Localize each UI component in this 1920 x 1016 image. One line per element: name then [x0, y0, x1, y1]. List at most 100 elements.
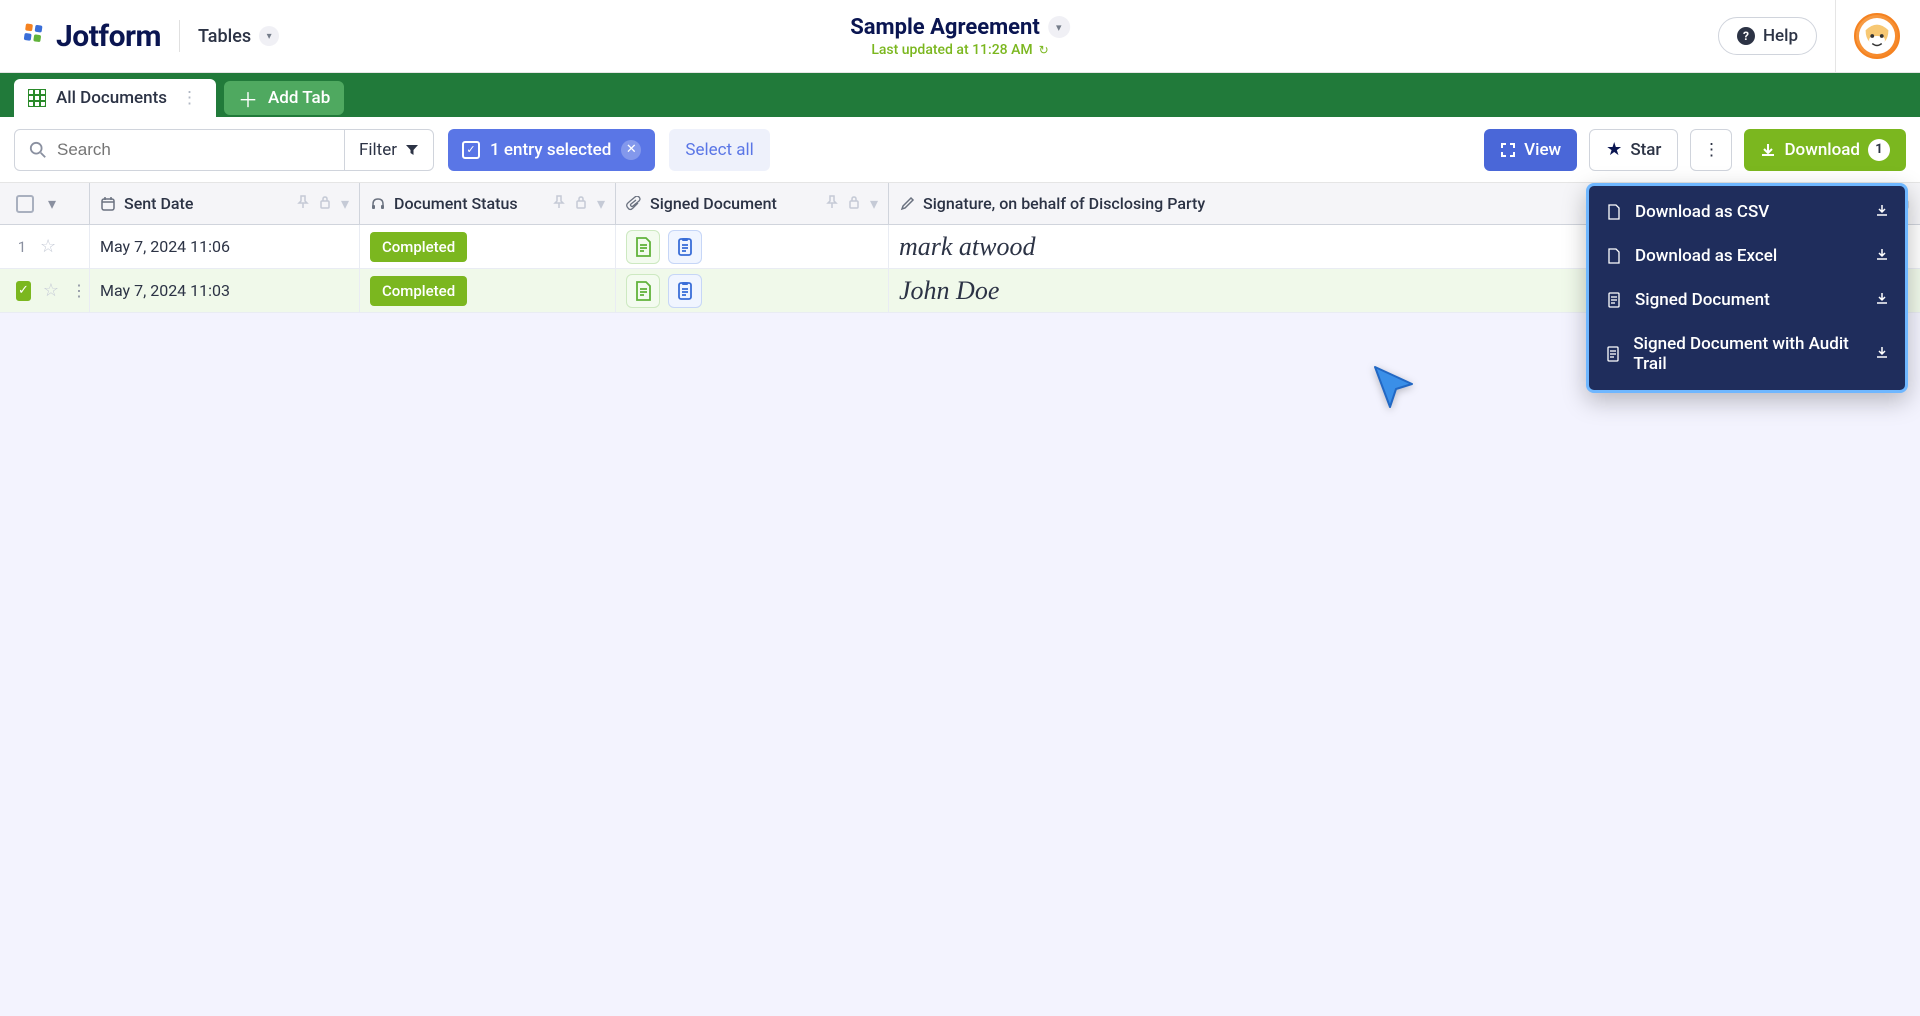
- tables-dropdown[interactable]: Tables ▾: [198, 26, 279, 47]
- chevron-down-icon[interactable]: ▾: [597, 194, 605, 213]
- cell-status[interactable]: Completed: [360, 225, 616, 268]
- column-label: Sent Date: [124, 194, 193, 213]
- tab-label: All Documents: [56, 88, 167, 108]
- dropdown-label: Download as CSV: [1635, 202, 1769, 222]
- row-leading: ✓ ☆ ⋮: [0, 269, 90, 312]
- document-icon: [1605, 292, 1623, 308]
- pen-icon: [899, 196, 915, 212]
- help-button[interactable]: ? Help: [1718, 17, 1817, 55]
- select-all-checkbox[interactable]: [16, 195, 34, 213]
- cursor-pointer-icon: [1370, 362, 1420, 416]
- document-icon: [1605, 346, 1621, 362]
- clear-selection-button[interactable]: ✕: [621, 140, 641, 160]
- tab-options-icon[interactable]: ⋮: [177, 88, 202, 108]
- star-icon: ★: [1606, 139, 1622, 160]
- cell-status[interactable]: Completed: [360, 269, 616, 312]
- chevron-down-icon[interactable]: ▾: [48, 194, 56, 213]
- app-header: Jotform Tables ▾ Sample Agreement ▾ Last…: [0, 0, 1920, 73]
- document-blue-icon[interactable]: [668, 274, 702, 308]
- user-avatar[interactable]: [1854, 13, 1900, 59]
- download-icon: [1760, 142, 1776, 158]
- excel-file-icon: [1605, 248, 1623, 264]
- download-icon: [1875, 202, 1889, 222]
- document-green-icon[interactable]: [626, 230, 660, 264]
- chevron-down-icon[interactable]: ▾: [341, 194, 349, 213]
- title-dropdown-button[interactable]: ▾: [1048, 16, 1070, 38]
- dropdown-item-signed-doc-audit[interactable]: Signed Document with Audit Trail: [1589, 322, 1905, 386]
- column-header-sent-date[interactable]: Sent Date ▾: [90, 183, 360, 224]
- more-actions-button[interactable]: ⋮: [1690, 129, 1732, 171]
- brand-logo[interactable]: Jotform: [20, 19, 161, 54]
- cell-signed-doc[interactable]: [616, 269, 889, 312]
- dropdown-label: Download as Excel: [1635, 246, 1777, 266]
- cell-signed-doc[interactable]: [616, 225, 889, 268]
- filter-icon: [405, 143, 419, 157]
- document-title: Sample Agreement: [850, 15, 1040, 40]
- download-icon: [1875, 246, 1889, 266]
- signature-text: mark atwood: [899, 232, 1036, 262]
- refresh-icon[interactable]: ↻: [1039, 43, 1049, 57]
- attachment-icon: [626, 196, 642, 212]
- lock-icon[interactable]: [575, 195, 587, 213]
- expand-icon: [1500, 142, 1516, 158]
- lock-icon[interactable]: [848, 195, 860, 213]
- status-badge: Completed: [370, 276, 467, 306]
- header-select-column: ▾: [0, 183, 90, 224]
- row-leading: 1 ☆: [0, 225, 90, 268]
- star-button[interactable]: ★ Star: [1589, 129, 1678, 171]
- download-icon: [1875, 344, 1889, 364]
- row-number: 1: [16, 238, 28, 256]
- search-filter-group: Filter: [14, 129, 434, 171]
- star-toggle[interactable]: ☆: [40, 236, 56, 257]
- checkbox-icon: ✓: [462, 141, 480, 159]
- sent-date-text: May 7, 2024 11:06: [100, 237, 230, 256]
- select-all-label: Select all: [685, 140, 753, 160]
- dropdown-label: Signed Document: [1635, 290, 1770, 310]
- download-button[interactable]: Download 1: [1744, 129, 1906, 171]
- table-toolbar: Filter ✓ 1 entry selected ✕ Select all V…: [0, 117, 1920, 183]
- view-button[interactable]: View: [1484, 129, 1577, 171]
- last-updated: Last updated at 11:28 AM ↻: [850, 42, 1070, 58]
- help-label: Help: [1763, 26, 1798, 46]
- cell-sent-date[interactable]: May 7, 2024 11:06: [90, 225, 360, 268]
- pin-icon[interactable]: [297, 195, 309, 213]
- column-label: Signature, on behalf of Disclosing Party: [923, 194, 1205, 213]
- pin-icon[interactable]: [553, 195, 565, 213]
- column-header-status[interactable]: Document Status ▾: [360, 183, 616, 224]
- column-header-signed-doc[interactable]: Signed Document ▾: [616, 183, 889, 224]
- selection-pill: ✓ 1 entry selected ✕: [448, 129, 655, 171]
- filter-button[interactable]: Filter: [344, 130, 433, 170]
- dropdown-item-csv[interactable]: Download as CSV: [1589, 190, 1905, 234]
- select-all-button[interactable]: Select all: [669, 129, 769, 171]
- row-more-icon[interactable]: ⋮: [71, 281, 87, 300]
- headphones-icon: [370, 196, 386, 212]
- dropdown-item-signed-doc[interactable]: Signed Document: [1589, 278, 1905, 322]
- lock-icon[interactable]: [319, 195, 331, 213]
- tab-all-documents[interactable]: All Documents ⋮: [14, 79, 216, 117]
- brand-name: Jotform: [56, 19, 161, 54]
- plus-icon: ＋: [238, 84, 258, 113]
- add-tab-label: Add Tab: [268, 88, 330, 108]
- document-green-icon[interactable]: [626, 274, 660, 308]
- sent-date-text: May 7, 2024 11:03: [100, 281, 230, 300]
- tables-label: Tables: [198, 26, 251, 47]
- cell-sent-date[interactable]: May 7, 2024 11:03: [90, 269, 360, 312]
- pin-icon[interactable]: [826, 195, 838, 213]
- grid-icon: [28, 89, 46, 107]
- chevron-down-icon[interactable]: ▾: [870, 194, 878, 213]
- help-icon: ?: [1737, 27, 1755, 45]
- logo-mark-icon: [20, 22, 48, 50]
- filter-label: Filter: [359, 140, 397, 160]
- search-input[interactable]: [57, 140, 330, 160]
- row-checkbox[interactable]: ✓: [16, 281, 31, 301]
- download-count-badge: 1: [1868, 139, 1890, 161]
- dropdown-item-excel[interactable]: Download as Excel: [1589, 234, 1905, 278]
- column-label: Signed Document: [650, 194, 777, 213]
- search-icon: [29, 141, 47, 159]
- divider: [179, 20, 180, 52]
- calendar-icon: [100, 196, 116, 212]
- chevron-down-icon: ▾: [259, 26, 279, 46]
- star-toggle[interactable]: ☆: [43, 280, 59, 301]
- document-blue-icon[interactable]: [668, 230, 702, 264]
- add-tab-button[interactable]: ＋ Add Tab: [224, 81, 344, 115]
